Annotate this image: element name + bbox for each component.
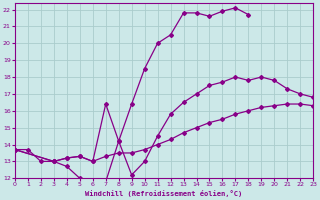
X-axis label: Windchill (Refroidissement éolien,°C): Windchill (Refroidissement éolien,°C) xyxy=(85,190,243,197)
